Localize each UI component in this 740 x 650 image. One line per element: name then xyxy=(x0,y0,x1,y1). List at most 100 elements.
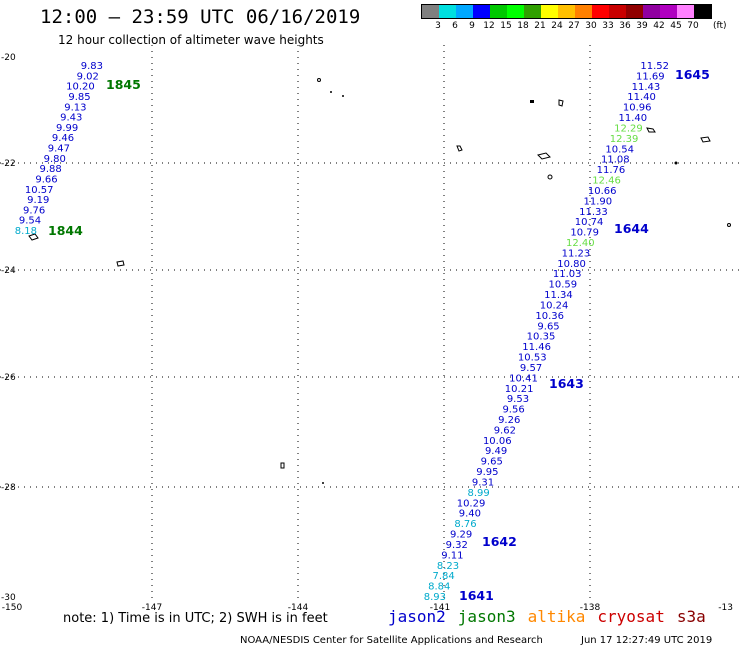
lon-label: -13 xyxy=(718,603,733,613)
page-subtitle: 12 hour collection of altimeter wave hei… xyxy=(58,33,324,47)
swh-value: 11.03 xyxy=(553,269,582,280)
swh-value: 9.85 xyxy=(68,92,90,103)
lon-label: -150 xyxy=(2,603,23,613)
legend-swatch xyxy=(558,5,575,18)
legend-swatch xyxy=(439,5,456,18)
swh-value: 10.74 xyxy=(575,217,604,228)
satellite-jason3: jason3 xyxy=(457,607,516,626)
swh-value: 9.47 xyxy=(48,144,70,155)
island xyxy=(674,161,678,165)
legend-swatch xyxy=(541,5,558,18)
island xyxy=(280,462,285,469)
island xyxy=(530,100,534,103)
swh-value: 9.29 xyxy=(450,530,472,541)
satellite-key: jason2 jason3 altika cryosat s3a xyxy=(388,607,718,626)
swh-value: 9.02 xyxy=(77,71,99,82)
legend-swatch xyxy=(456,5,473,18)
swh-value: 9.13 xyxy=(64,102,86,113)
island xyxy=(330,91,332,93)
west-track-values: 9.839.0210.209.859.139.439.999.469.479.8… xyxy=(15,61,103,237)
swh-value: 12.46 xyxy=(592,176,621,187)
island xyxy=(28,233,39,241)
lat-label: -24 xyxy=(1,266,16,276)
swh-value: 10.21 xyxy=(505,384,534,395)
swh-value: 11.69 xyxy=(636,71,665,82)
swh-value: 11.33 xyxy=(579,207,608,218)
swh-value: 10.80 xyxy=(557,259,586,270)
color-legend: 3 6 9 12 15 18 21 24 27 30 33 36 39 42 45 70 (ft) xyxy=(421,4,727,35)
island xyxy=(558,99,564,107)
satellite-jason2: jason2 xyxy=(388,607,446,626)
axis-labels: -150 -147 -144 -141 -138 -13 -20 -22 -24 -26 -28 -3… xyxy=(1,53,733,613)
swh-value: 10.54 xyxy=(605,144,634,155)
pass-time-label: 1644 xyxy=(614,221,649,236)
swh-value: 9.32 xyxy=(446,540,468,551)
island xyxy=(116,260,125,267)
swh-value: 9.26 xyxy=(498,415,520,426)
swh-value: 10.59 xyxy=(549,280,578,291)
legend-label: 70 xyxy=(687,21,699,31)
legend-label: 9 xyxy=(469,21,475,31)
legend-label: 42 xyxy=(653,21,665,31)
swh-value: 9.95 xyxy=(476,467,498,478)
footnote: note: 1) Time is in UTC; 2) SWH is in fe… xyxy=(63,611,328,626)
legend-label: 15 xyxy=(500,21,512,31)
swh-value: 10.24 xyxy=(540,300,569,311)
page-title: 12:00 – 23:59 UTC 06/16/2019 xyxy=(40,6,361,28)
island xyxy=(547,174,553,180)
swh-value: 9.56 xyxy=(502,405,524,416)
legend-labels: 3 6 9 12 15 18 21 24 27 30 33 36 39 42 45 70 xyxy=(421,21,712,35)
swh-value: 9.57 xyxy=(520,363,542,374)
swh-value: 10.79 xyxy=(570,228,599,239)
legend-label: 12 xyxy=(483,21,495,31)
swh-value: 12.39 xyxy=(610,134,639,145)
swh-value: 10.20 xyxy=(66,82,95,93)
island xyxy=(700,136,711,143)
swh-value: 11.34 xyxy=(544,290,573,301)
swh-value: 8.76 xyxy=(454,519,476,530)
swh-value: 9.46 xyxy=(52,133,74,144)
pass-time-label: 1641 xyxy=(459,588,494,603)
swh-value: 9.80 xyxy=(44,154,66,165)
swh-value: 9.99 xyxy=(56,123,78,134)
satellite-cryosat: cryosat xyxy=(597,607,665,626)
swh-value: 10.96 xyxy=(623,103,652,114)
pass-time-label: 1645 xyxy=(675,67,710,82)
legend-swatch xyxy=(524,5,541,18)
legend-label: 45 xyxy=(670,21,682,31)
swh-value: 11.08 xyxy=(601,155,630,166)
island xyxy=(322,482,324,484)
legend-swatch xyxy=(507,5,524,18)
island xyxy=(456,145,463,152)
legend-label: 30 xyxy=(585,21,597,31)
legend-label: 27 xyxy=(568,21,580,31)
swh-value: 9.11 xyxy=(441,550,463,561)
swh-value: 8.93 xyxy=(424,592,446,603)
lat-label: -22 xyxy=(1,159,16,169)
legend-label: 18 xyxy=(517,21,529,31)
swh-value: 9.66 xyxy=(35,174,57,185)
swh-value: 9.31 xyxy=(472,477,494,488)
legend-label: 36 xyxy=(619,21,631,31)
swh-value: 9.76 xyxy=(23,205,45,216)
swh-value: 9.62 xyxy=(494,425,516,436)
swh-value: 9.83 xyxy=(81,61,103,72)
swh-value: 11.43 xyxy=(632,82,661,93)
islands xyxy=(28,78,731,484)
swh-value: 11.40 xyxy=(627,92,656,103)
swh-value: 9.65 xyxy=(537,321,559,332)
legend-swatch xyxy=(643,5,660,18)
timestamp-text: Jun 17 12:27:49 UTC 2019 xyxy=(581,635,713,646)
lon-label: -138 xyxy=(580,603,601,613)
legend-swatch xyxy=(592,5,609,18)
lon-label: -147 xyxy=(142,603,162,613)
lon-label: -144 xyxy=(288,603,309,613)
swh-value: 11.52 xyxy=(640,61,669,72)
lat-label: -26 xyxy=(1,373,16,383)
swh-value: 10.06 xyxy=(483,436,512,447)
pass-time-label: 1643 xyxy=(549,376,584,391)
swh-value: 9.88 xyxy=(39,164,61,175)
legend-unit: (ft) xyxy=(713,21,727,31)
swh-value: 9.19 xyxy=(27,195,49,206)
legend-swatch xyxy=(677,5,694,18)
